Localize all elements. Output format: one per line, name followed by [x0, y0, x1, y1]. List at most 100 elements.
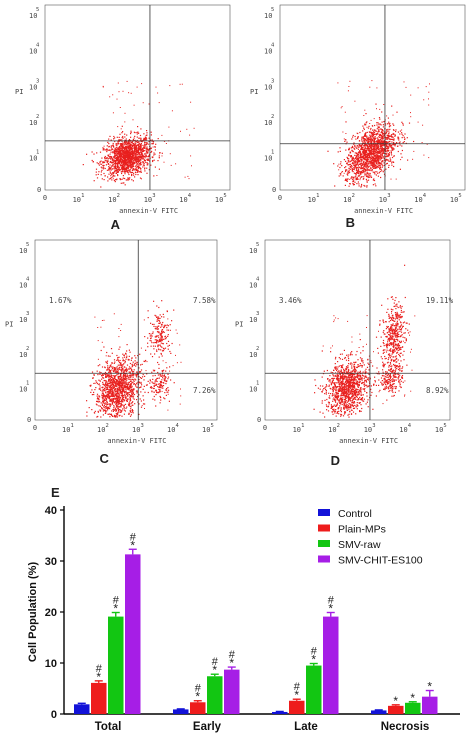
event-dot [349, 171, 351, 173]
event-dot [127, 179, 129, 181]
event-dot [135, 171, 137, 174]
event-dot [142, 150, 144, 152]
event-dot [404, 138, 406, 140]
event-dot [138, 382, 141, 384]
event-dot [130, 164, 132, 167]
event-dot [379, 136, 381, 138]
event-dot [117, 168, 120, 171]
event-dot [352, 184, 355, 186]
event-dot [380, 159, 382, 161]
event-dot [161, 330, 163, 333]
event-dot [113, 160, 115, 162]
event-dot [162, 338, 164, 340]
event-dot [161, 152, 163, 154]
event-dot [120, 365, 122, 367]
event-dot [371, 132, 373, 134]
event-dot [377, 175, 379, 177]
event-dot [153, 325, 155, 327]
event-dot [116, 385, 118, 387]
event-dot [378, 126, 380, 128]
event-dot [118, 168, 120, 170]
event-dot [120, 377, 122, 379]
event-dot [368, 136, 370, 138]
event-dot [375, 174, 377, 176]
event-dot [114, 161, 116, 163]
event-dot [413, 150, 415, 152]
event-dot [116, 374, 118, 376]
event-dot [142, 164, 144, 166]
event-dot [168, 400, 170, 402]
event-dot [127, 156, 129, 158]
event-dot [376, 161, 378, 163]
event-dot [118, 328, 120, 329]
event-dot [363, 164, 365, 167]
event-dot [366, 186, 368, 188]
event-dot [116, 416, 118, 418]
event-dot [118, 405, 120, 407]
event-dot [163, 375, 165, 377]
event-dot [344, 385, 346, 387]
event-dot [113, 407, 115, 409]
event-dot [116, 371, 118, 373]
event-dot [115, 410, 117, 412]
event-dot [363, 184, 365, 187]
event-dot [118, 158, 120, 160]
event-dot [362, 152, 365, 155]
event-dot [122, 164, 124, 166]
event-dot [373, 178, 375, 180]
event-dot [365, 132, 367, 134]
event-dot [101, 374, 103, 377]
event-dot [180, 395, 182, 397]
event-dot [152, 369, 154, 371]
event-dot [117, 165, 119, 167]
event-dot [104, 149, 106, 151]
event-dot [134, 360, 136, 362]
event-dot [360, 164, 362, 166]
event-dot [339, 173, 341, 175]
event-dot [358, 144, 360, 146]
event-dot [146, 164, 148, 166]
event-dot [401, 145, 403, 147]
event-dot [99, 162, 101, 164]
event-dot [151, 371, 153, 373]
event-dot [132, 378, 134, 381]
event-dot [132, 164, 134, 166]
event-dot [127, 146, 129, 148]
event-dot [151, 387, 153, 389]
event-dot [160, 349, 162, 351]
event-dot [117, 408, 119, 410]
event-dot [125, 378, 127, 380]
event-dot [131, 394, 133, 396]
y-tick-exponent: 1 [271, 149, 274, 155]
event-dot [371, 134, 373, 136]
event-dot [120, 182, 122, 184]
event-dot [395, 130, 397, 133]
event-dot [363, 153, 365, 155]
event-dot [376, 166, 378, 168]
event-dot [380, 176, 382, 179]
event-dot [351, 168, 353, 170]
event-dot [359, 131, 361, 134]
event-dot [136, 133, 138, 135]
event-dot [374, 154, 376, 156]
event-dot [136, 376, 138, 378]
event-dot [134, 378, 136, 380]
event-dot [381, 142, 383, 144]
event-dot [399, 141, 401, 143]
event-dot [108, 156, 110, 158]
event-dot [150, 340, 152, 342]
event-dot [141, 157, 143, 159]
event-dot [132, 371, 134, 373]
event-dot [355, 157, 357, 159]
event-dot [144, 170, 146, 172]
event-dot [370, 139, 372, 141]
event-dot [359, 339, 361, 341]
event-dot [117, 162, 119, 164]
event-dot [144, 147, 146, 149]
event-dot [360, 170, 362, 172]
y-tick-label: 10 [19, 316, 27, 324]
event-dot [369, 145, 371, 147]
event-dot [122, 353, 124, 355]
event-dot [167, 378, 169, 380]
event-dot [117, 399, 119, 401]
